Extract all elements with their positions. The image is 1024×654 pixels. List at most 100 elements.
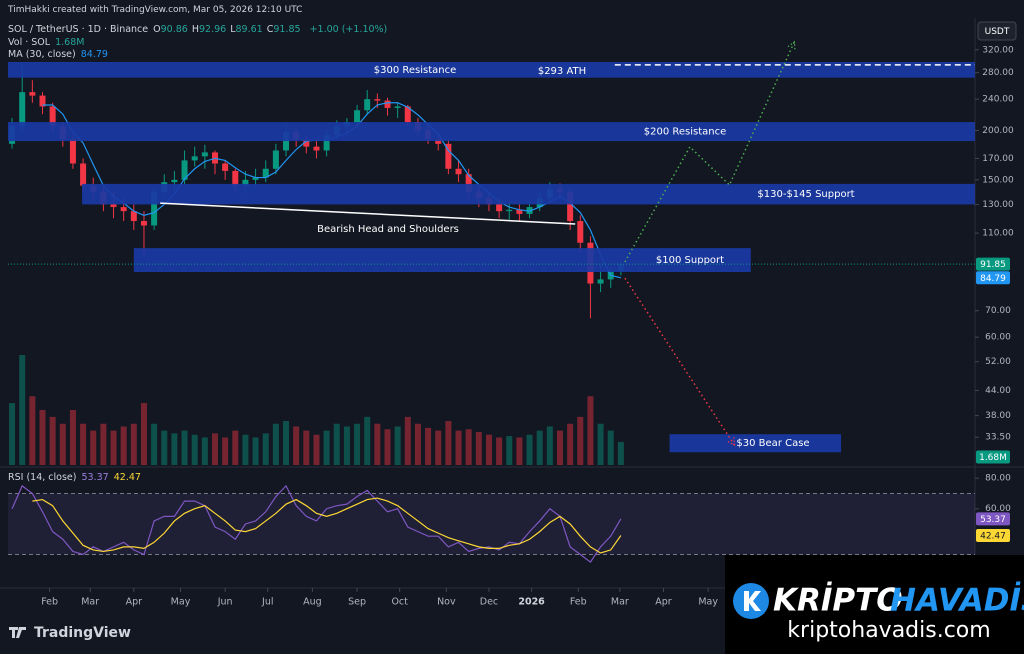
volume-bar	[49, 416, 56, 465]
volume-bar	[211, 433, 218, 465]
zone-label: $130-$145 Support	[757, 189, 854, 200]
candle-body	[201, 152, 208, 157]
candle-body	[29, 92, 36, 96]
volume-bar	[455, 430, 462, 465]
candle-body	[465, 174, 472, 192]
rsi-ma-value: 42.47	[113, 472, 141, 483]
volume-bar	[161, 430, 168, 465]
candle-body	[283, 132, 290, 151]
volume-bar	[151, 423, 158, 465]
volume-bar	[506, 436, 513, 465]
ohlc-value: 92.96	[199, 24, 227, 35]
candle-body	[191, 156, 198, 161]
x-tick-label: Nov	[437, 597, 456, 608]
volume-last-label: 1.68M	[979, 453, 1007, 463]
currency[interactable]: USDT	[985, 27, 1010, 37]
ohlc-label: C	[266, 24, 274, 35]
zone	[133, 248, 751, 273]
candle-body	[232, 170, 239, 186]
volume-bar	[475, 432, 482, 465]
volume-bar	[516, 437, 523, 465]
volume-bar	[425, 427, 432, 465]
rsi-ma-last-box	[976, 528, 1010, 542]
volume-bar	[39, 410, 46, 465]
x-tick-label: Feb	[41, 597, 58, 608]
candle-body	[323, 134, 330, 151]
volume-bar	[607, 430, 614, 465]
zone-label: $300 Resistance	[374, 65, 457, 76]
zone	[669, 434, 842, 453]
projection	[624, 41, 796, 263]
brand-left: KRİPTO	[773, 583, 903, 619]
rsi-ma-last-label: 42.47	[980, 531, 1006, 541]
zone-label: $30 Bear Case	[736, 438, 809, 449]
volume-bar	[272, 423, 279, 465]
candle-body	[526, 207, 533, 214]
y-tick-label: 38.00	[985, 411, 1011, 421]
ohlc-value: 89.61	[235, 24, 263, 35]
currency-button[interactable]	[977, 21, 1017, 41]
candle-body	[577, 221, 584, 243]
y-tick-label: 110.00	[982, 229, 1014, 239]
volume-bar	[546, 426, 553, 465]
volume-bar	[90, 430, 97, 465]
ma-last-label: 84.79	[980, 274, 1006, 284]
candle-body	[69, 139, 76, 164]
last-price-box	[976, 257, 1010, 271]
candle-body	[394, 106, 401, 108]
candle-body	[496, 204, 503, 212]
volume-bar	[232, 430, 239, 465]
candle-body	[354, 110, 361, 123]
volume-value: 1.68M	[55, 37, 85, 48]
legend-volume: Vol · SOL 1.68M	[8, 37, 86, 48]
candle-body	[151, 191, 158, 226]
rsi-line	[32, 497, 622, 554]
candle-body	[49, 106, 56, 127]
rsi-last-label: 53.37	[980, 515, 1006, 525]
volume-bar	[29, 396, 36, 465]
volume-bar	[80, 423, 87, 465]
candle-body	[435, 139, 442, 144]
legend-rsi: RSI (14, close) 53.37 42.47	[8, 472, 143, 483]
candle-body	[364, 99, 371, 111]
ma-value: 84.79	[80, 49, 108, 60]
zone-label: $200 Resistance	[644, 127, 727, 138]
volume-bar	[323, 430, 330, 465]
rsi-band	[8, 493, 975, 555]
volume-bar	[140, 403, 147, 465]
rsi-y-tick-label: 60.00	[985, 504, 1011, 514]
volume-bar	[171, 433, 178, 465]
volume-bar	[283, 421, 290, 465]
candle-body	[140, 221, 147, 226]
x-tick-label: Dec	[480, 597, 498, 608]
change: +1.00 (+1.10%)	[309, 24, 388, 35]
volume-bar	[120, 426, 127, 465]
candle-body	[313, 146, 320, 151]
y-tick-label: 130.00	[982, 200, 1014, 210]
volume-bar	[465, 429, 472, 465]
volume-bar	[333, 423, 340, 465]
y-tick-label: 60.00	[985, 333, 1011, 343]
candle-body	[445, 143, 452, 169]
rsi-y-tick-label: 80.00	[985, 474, 1011, 484]
logo-text: TradingView	[34, 625, 131, 641]
x-tick-label: Apr	[655, 597, 672, 608]
volume-bar	[100, 423, 107, 465]
volume-bar	[313, 434, 320, 465]
volume-bar	[130, 423, 137, 465]
ath-label: $293 ATH	[538, 66, 586, 77]
candle-body	[242, 179, 249, 186]
zone	[8, 122, 975, 142]
watermark-box	[725, 555, 1024, 654]
tradingview-logo: TradingView	[9, 625, 131, 641]
x-tick-label: May	[171, 597, 191, 608]
volume-bar	[252, 437, 259, 465]
volume-bar	[496, 437, 503, 465]
candle-body	[262, 168, 269, 178]
volume-title: Vol · SOL	[8, 37, 51, 48]
rsi-value: 53.37	[81, 472, 109, 483]
volume-bar	[567, 423, 574, 465]
volume-bar	[556, 430, 563, 465]
candle-body	[19, 92, 26, 127]
